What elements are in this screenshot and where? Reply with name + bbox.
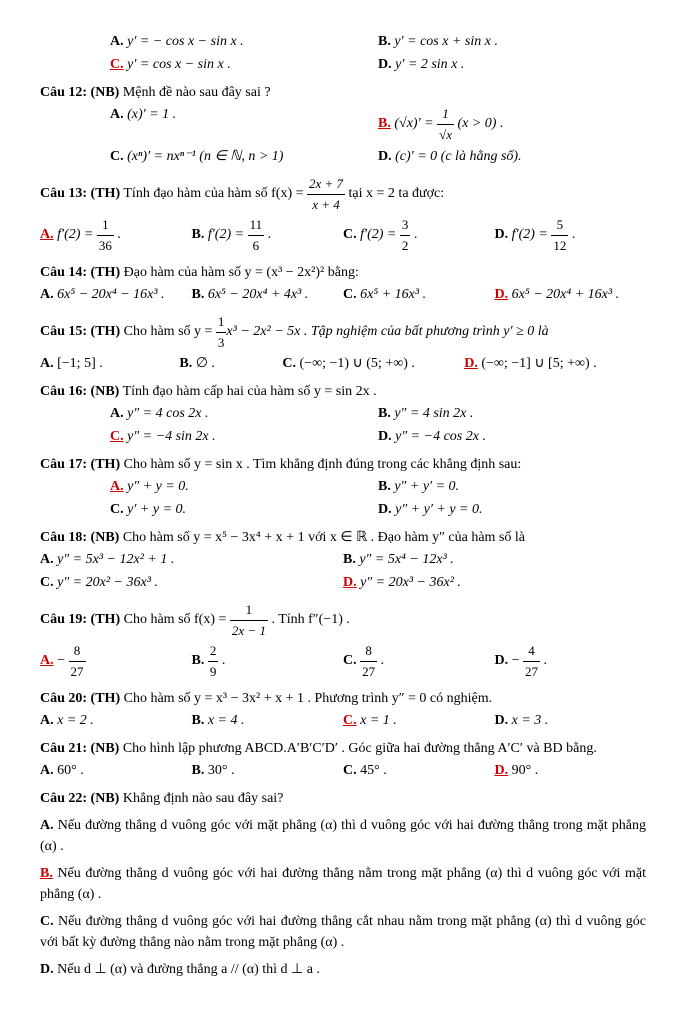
q16-opt-d: D. y″ = −4 cos 2x . [378,425,646,448]
q19-opt-b: B. 29 . [192,640,344,682]
q12: Câu 12: (NB) Mệnh đề nào sau đây sai ? [40,82,646,103]
q22-opt-b: B. Nếu đường thẳng d vuông góc với hai đ… [40,863,646,905]
q15-opt-c: C. (−∞; −1) ∪ (5; +∞) . [282,352,464,375]
q18-text: Cho hàm số y = x⁵ − 3x⁴ + x + 1 với x ∈ … [123,530,525,545]
q13-pre: Tính đạo hàm của hàm số f(x) = [123,186,307,201]
q22-opt-c: C. Nếu đường thẳng d vuông góc với hai đ… [40,911,646,953]
q19-opt-d: D. − 427 . [495,640,647,682]
q11-opt-a: A. y′ = − cos x − sin x . [110,30,378,53]
q11-opt-c: C. y′ = cos x − sin x . [110,53,378,76]
q15-opt-a: A. [−1; 5] . [40,352,179,375]
q15-opt-b: B. ∅ . [179,352,282,375]
q17-text: Cho hàm số y = sin x . Tìm khẳng định đú… [124,457,522,472]
q22-opt-a: A. Nếu đường thẳng d vuông góc với mặt p… [40,815,646,857]
q17-opt-b: B. y″ + y′ = 0. [378,475,646,498]
q13-post: tại x = 2 ta được: [345,186,444,201]
q19-opt-c: C. 827 . [343,640,495,682]
q13-opt-a: A. f′(2) = 136 . [40,214,192,256]
q19-opts: A. − 827 B. 29 . C. 827 . D. − 427 . [40,640,646,682]
q18-opt-a: A. y″ = 5x³ − 12x² + 1 . [40,548,343,571]
q14-opt-c: C. 6x⁵ + 16x³ . [343,283,495,306]
q13-label: Câu 13: (TH) [40,186,120,201]
q21-opt-c: C. 45° . [343,759,495,782]
q16-text: Tính đạo hàm cấp hai của hàm số y = sin … [123,384,377,399]
q17-opt-a: A. y″ + y = 0. [110,475,378,498]
q18-opt-c: C. y″ = 20x² − 36x³ . [40,571,343,594]
q18-label: Câu 18: (NB) [40,530,119,545]
q20-opt-c: C. x = 1 . [343,709,495,732]
q15-post: x³ − 2x² − 5x . Tập nghiệm của bất phươn… [226,324,548,339]
q21-opt-d: D. 90° . [495,759,647,782]
q20-text: Cho hàm số y = x³ − 3x² + x + 1 . Phương… [124,691,493,706]
q21-text: Cho hình lập phương ABCD.A′B′C′D′ . Góc … [123,741,597,756]
q12-label: Câu 12: (NB) [40,85,119,100]
q11-opt-b: B. y′ = cos x + sin x . [378,30,646,53]
q15-label: Câu 15: (TH) [40,324,120,339]
q18-opts: A. y″ = 5x³ − 12x² + 1 . B. y″ = 5x⁴ − 1… [40,548,646,594]
q19-opt-a: A. − 827 [40,640,192,682]
q19: Câu 19: (TH) Cho hàm số f(x) = 12x − 1 .… [40,600,646,640]
q14-label: Câu 14: (TH) [40,265,120,280]
q12-text: Mệnh đề nào sau đây sai ? [123,85,271,100]
q13-opts: A. f′(2) = 136 . B. f′(2) = 116 . C. f′(… [40,214,646,256]
q14-opt-d: D. 6x⁵ − 20x⁴ + 16x³ . [495,283,647,306]
q13-opt-b: B. f′(2) = 116 . [192,214,344,256]
q16-opt-a: A. y″ = 4 cos 2x . [110,402,378,425]
q15-opts: A. [−1; 5] . B. ∅ . C. (−∞; −1) ∪ (5; +∞… [40,352,646,375]
q14-opt-b: B. 6x⁵ − 20x⁴ + 4x³ . [192,283,344,306]
q14-text: Đạo hàm của hàm số y = (x³ − 2x²)² bằng: [124,265,359,280]
q21-opts: A. 60° . B. 30° . C. 45° . D. 90° . [40,759,646,782]
q22: Câu 22: (NB) Khẳng định nào sau đây sai? [40,788,646,809]
q15: Câu 15: (TH) Cho hàm số y = 13x³ − 2x² −… [40,312,646,352]
q14-opts: A. 6x⁵ − 20x⁴ − 16x³ . B. 6x⁵ − 20x⁴ + 4… [40,283,646,306]
q16-opts: A. y″ = 4 cos 2x . B. y″ = 4 sin 2x . C.… [40,402,646,448]
q12-opts-row1: A. (x)′ = 1 . B. (√x)′ = 1√x (x > 0) . [40,103,646,145]
q20-opt-b: B. x = 4 . [192,709,344,732]
q16-opt-b: B. y″ = 4 sin 2x . [378,402,646,425]
q12-opts-row2: C. (xⁿ)′ = nxⁿ⁻¹ (n ∈ ℕ, n > 1) D. (c)′ … [40,145,646,168]
q14: Câu 14: (TH) Đạo hàm của hàm số y = (x³ … [40,262,646,283]
q13-opt-c: C. f′(2) = 32 . [343,214,495,256]
q20-opt-a: A. x = 2 . [40,709,192,732]
q17-opt-c: C. y′ + y = 0. [110,498,378,521]
q12-opt-b: B. (√x)′ = 1√x (x > 0) . [378,103,646,145]
q12-opt-d: D. (c)′ = 0 (c là hằng số). [378,145,646,168]
q17-opt-d: D. y″ + y′ + y = 0. [378,498,646,521]
q19-post: . Tính f″(−1) . [268,612,350,627]
q20: Câu 20: (TH) Cho hàm số y = x³ − 3x² + x… [40,688,646,709]
q14-opt-a: A. 6x⁵ − 20x⁴ − 16x³ . [40,283,192,306]
q11-options: A. y′ = − cos x − sin x . B. y′ = cos x … [40,30,646,76]
q19-pre: Cho hàm số f(x) = [124,612,230,627]
q22-text: Khẳng định nào sau đây sai? [123,791,284,806]
q15-pre: Cho hàm số y = [124,324,216,339]
q21: Câu 21: (NB) Cho hình lập phương ABCD.A′… [40,738,646,759]
q17-label: Câu 17: (TH) [40,457,120,472]
q18: Câu 18: (NB) Cho hàm số y = x⁵ − 3x⁴ + x… [40,527,646,548]
q15-opt-d: D. (−∞; −1] ∪ [5; +∞) . [464,352,646,375]
q21-opt-b: B. 30° . [192,759,344,782]
q17-opts: A. y″ + y = 0. B. y″ + y′ = 0. C. y′ + y… [40,475,646,521]
q16: Câu 16: (NB) Tính đạo hàm cấp hai của hà… [40,381,646,402]
q20-opts: A. x = 2 . B. x = 4 . C. x = 1 . D. x = … [40,709,646,732]
q16-opt-c: C. y″ = −4 sin 2x . [110,425,378,448]
q22-label: Câu 22: (NB) [40,791,119,806]
q12-opt-c: C. (xⁿ)′ = nxⁿ⁻¹ (n ∈ ℕ, n > 1) [110,145,378,168]
q18-opt-b: B. y″ = 5x⁴ − 12x³ . [343,548,646,571]
q12-opt-a: A. (x)′ = 1 . [110,103,378,145]
q16-label: Câu 16: (NB) [40,384,119,399]
q13: Câu 13: (TH) Tính đạo hàm của hàm số f(x… [40,174,646,214]
q19-label: Câu 19: (TH) [40,612,120,627]
q17: Câu 17: (TH) Cho hàm số y = sin x . Tìm … [40,454,646,475]
q22-opt-d: D. Nếu d ⊥ (α) và đường thẳng a // (α) t… [40,959,646,980]
q20-label: Câu 20: (TH) [40,691,120,706]
q11-opt-d: D. y′ = 2 sin x . [378,53,646,76]
q13-opt-d: D. f′(2) = 512 . [495,214,647,256]
q21-label: Câu 21: (NB) [40,741,119,756]
q21-opt-a: A. 60° . [40,759,192,782]
q18-opt-d: D. y″ = 20x³ − 36x² . [343,571,646,594]
q20-opt-d: D. x = 3 . [495,709,647,732]
